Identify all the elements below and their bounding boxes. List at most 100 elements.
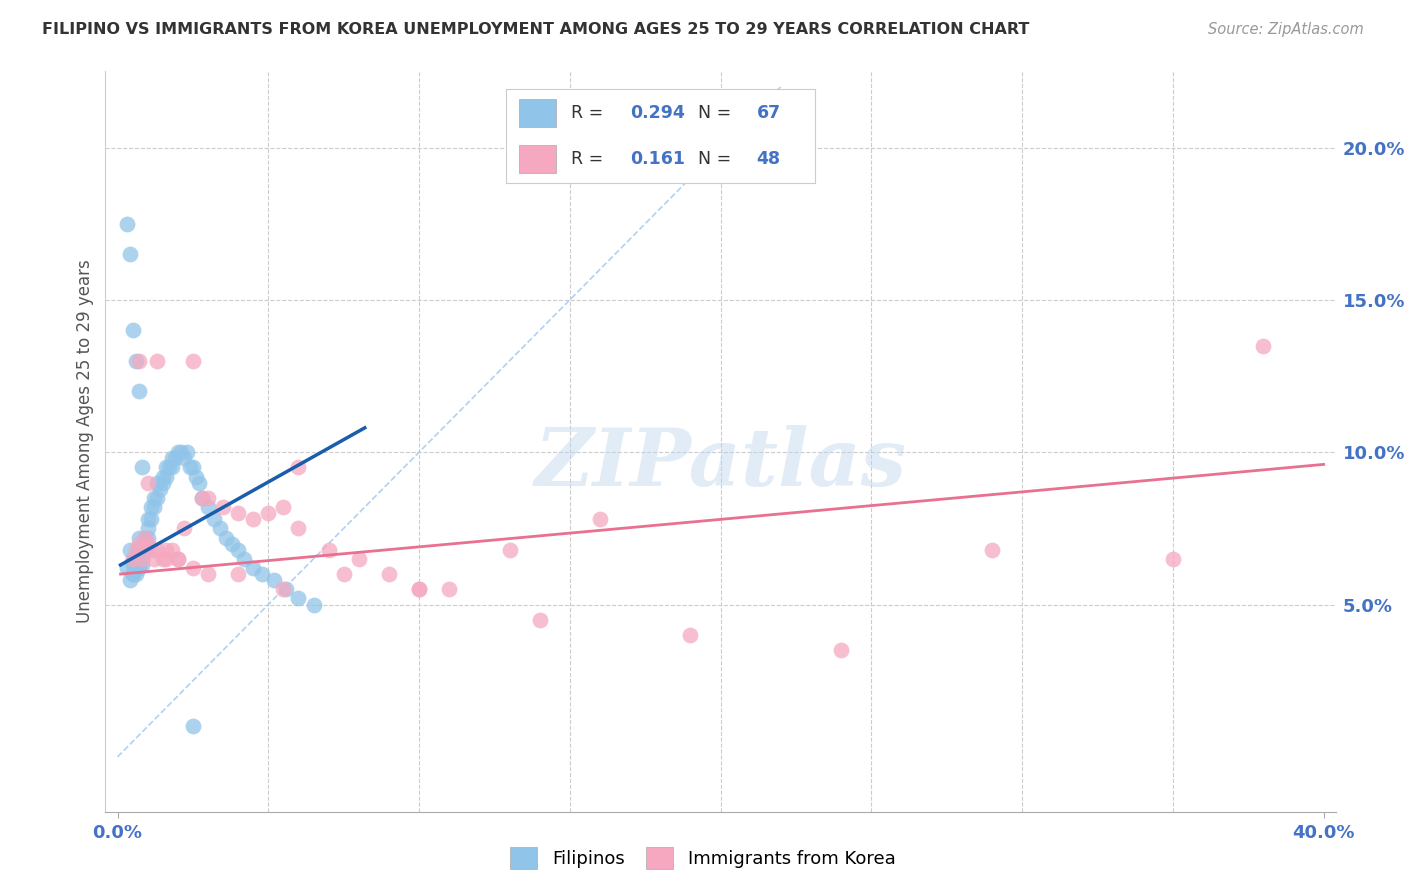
Point	[166, 552, 188, 566]
Point	[115, 561, 138, 575]
Point	[160, 542, 183, 557]
Point	[589, 512, 612, 526]
Point	[139, 542, 162, 557]
Point	[128, 353, 150, 368]
Point	[118, 542, 141, 557]
Point	[142, 491, 165, 505]
Point	[181, 460, 204, 475]
Point	[155, 469, 177, 483]
Point	[152, 469, 174, 483]
Point	[142, 500, 165, 514]
Point	[176, 445, 198, 459]
Text: ZIPatlas: ZIPatlas	[534, 425, 907, 502]
Point	[131, 558, 153, 572]
Point	[124, 353, 146, 368]
Point	[128, 561, 150, 575]
Point	[155, 460, 177, 475]
Point	[252, 567, 274, 582]
Point	[128, 536, 150, 550]
Point	[181, 719, 204, 733]
Text: 48: 48	[756, 151, 780, 169]
Y-axis label: Unemployment Among Ages 25 to 29 years: Unemployment Among Ages 25 to 29 years	[76, 260, 94, 624]
Point	[136, 521, 159, 535]
Point	[160, 460, 183, 475]
Point	[121, 552, 143, 566]
Point	[136, 536, 159, 550]
Point	[498, 542, 520, 557]
Point	[529, 613, 551, 627]
Point	[202, 512, 225, 526]
Point	[408, 582, 430, 597]
Point	[226, 506, 249, 520]
Point	[136, 512, 159, 526]
Point	[155, 552, 177, 566]
FancyBboxPatch shape	[519, 98, 555, 127]
Point	[830, 643, 852, 657]
Point	[152, 475, 174, 490]
Point	[128, 542, 150, 557]
Point	[134, 542, 156, 557]
Point	[124, 552, 146, 566]
Point	[152, 552, 174, 566]
Point	[128, 558, 150, 572]
Point	[124, 567, 146, 582]
Point	[1161, 552, 1184, 566]
Point	[124, 561, 146, 575]
Point	[131, 552, 153, 566]
Point	[124, 558, 146, 572]
Point	[191, 491, 214, 505]
Point	[276, 582, 298, 597]
Point	[263, 573, 285, 587]
Point	[145, 353, 167, 368]
Point	[184, 469, 207, 483]
Point	[187, 475, 209, 490]
Text: 67: 67	[756, 103, 780, 121]
Point	[136, 531, 159, 545]
Legend: Filipinos, Immigrants from Korea: Filipinos, Immigrants from Korea	[503, 839, 903, 876]
Text: 0.294: 0.294	[630, 103, 685, 121]
Point	[121, 552, 143, 566]
Point	[287, 521, 309, 535]
Point	[226, 567, 249, 582]
Point	[302, 598, 325, 612]
Point	[166, 445, 188, 459]
Text: R =: R =	[571, 151, 609, 169]
Point	[242, 512, 264, 526]
Point	[155, 542, 177, 557]
Point	[226, 542, 249, 557]
Point	[166, 552, 188, 566]
Point	[149, 482, 172, 496]
Text: N =: N =	[697, 151, 737, 169]
Point	[139, 500, 162, 514]
Point	[121, 558, 143, 572]
Point	[378, 567, 401, 582]
Point	[437, 582, 460, 597]
Point	[118, 247, 141, 261]
Point	[124, 542, 146, 557]
Point	[134, 531, 156, 545]
Point	[157, 460, 180, 475]
Point	[131, 552, 153, 566]
FancyBboxPatch shape	[519, 145, 555, 173]
Point	[181, 561, 204, 575]
Point	[212, 500, 235, 514]
Point	[197, 491, 219, 505]
Point	[134, 531, 156, 545]
Point	[139, 512, 162, 526]
Point	[131, 542, 153, 557]
Point	[131, 460, 153, 475]
Point	[118, 573, 141, 587]
Point	[181, 353, 204, 368]
Point	[115, 217, 138, 231]
Point	[173, 451, 195, 466]
Point	[679, 628, 702, 642]
Text: 0.161: 0.161	[630, 151, 685, 169]
Text: R =: R =	[571, 103, 609, 121]
Point	[179, 460, 201, 475]
Point	[332, 567, 354, 582]
Point	[408, 582, 430, 597]
Point	[145, 542, 167, 557]
Point	[145, 491, 167, 505]
Point	[197, 500, 219, 514]
Point	[121, 323, 143, 337]
